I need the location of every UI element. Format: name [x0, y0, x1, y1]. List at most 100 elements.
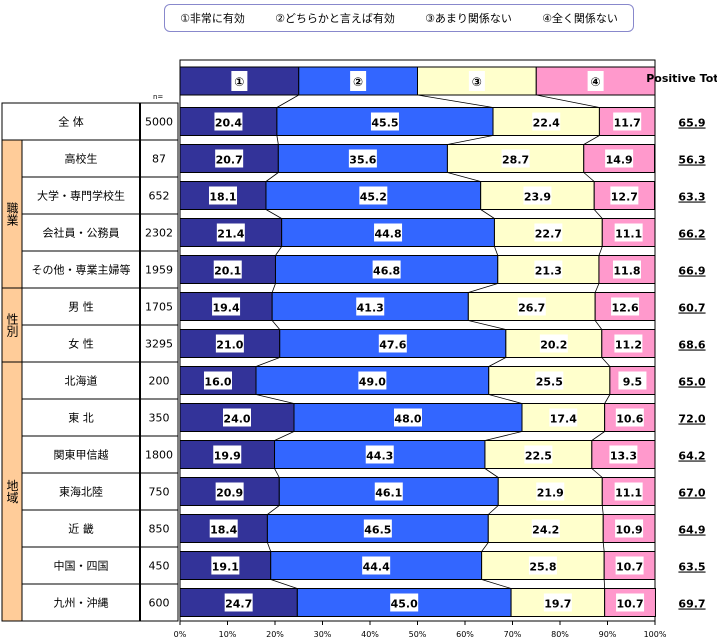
connector-line: [271, 283, 276, 293]
connector-line: [255, 394, 295, 404]
row-label: その他・専業主婦等: [32, 263, 131, 277]
value-label-bg: [614, 334, 643, 353]
connector-line: [481, 542, 489, 552]
value-label: 20.2: [540, 339, 567, 352]
value-label: 18.1: [209, 191, 236, 204]
header-marker-bg: [231, 71, 248, 91]
n-label: n=: [153, 93, 163, 101]
positive-total-value: 65.0: [678, 376, 705, 389]
value-label-bg: [532, 112, 561, 131]
value-label-bg: [348, 149, 377, 168]
connector-line: [468, 283, 498, 293]
row-n: 350: [149, 412, 170, 425]
value-label-bg: [378, 334, 407, 353]
positive-total-value: 72.0: [678, 413, 705, 426]
row-label: 九州・沖縄: [54, 596, 109, 610]
value-label-bg: [208, 186, 237, 205]
connector-line: [604, 394, 611, 404]
value-label-bg: [615, 556, 644, 575]
value-label-bg: [614, 223, 643, 242]
connector-line: [267, 505, 280, 515]
connector-line: [594, 320, 603, 330]
row-label: 中国・四国: [54, 560, 109, 573]
x-tick-label: 30%: [314, 630, 332, 639]
connector-line: [271, 320, 281, 330]
value-label: 44.3: [366, 450, 393, 463]
value-label-bg: [534, 223, 563, 242]
value-label: 10.6: [616, 413, 643, 426]
connector-line: [468, 320, 506, 330]
value-label: 47.6: [379, 339, 406, 352]
positive-total-value: 60.7: [678, 302, 705, 315]
value-label: 44.4: [363, 561, 390, 574]
value-label-bg: [605, 149, 634, 168]
value-label: 13.3: [610, 450, 637, 463]
value-label: 11.7: [614, 117, 641, 130]
value-label: 21.4: [217, 228, 244, 241]
value-label: 9.5: [623, 376, 643, 389]
positive-total-header: Positive Total: [646, 72, 717, 85]
value-label: 12.7: [611, 191, 638, 204]
connector-line: [591, 468, 603, 478]
value-label-bg: [611, 297, 640, 316]
value-label-bg: [204, 371, 232, 390]
connector-line: [494, 246, 499, 256]
value-label-bg: [213, 445, 242, 464]
value-label: 16.0: [204, 376, 231, 389]
legend-item-3: ③あまり関係ない: [425, 12, 512, 25]
value-label-bg: [610, 186, 639, 205]
value-label: 25.8: [529, 561, 556, 574]
value-label: 20.7: [216, 154, 243, 167]
bar-segment: [179, 329, 281, 358]
positive-total-value: 64.2: [678, 450, 705, 463]
value-label-bg: [213, 260, 242, 279]
connector-line: [598, 246, 603, 256]
connector-line: [276, 135, 279, 145]
bar-segment: [609, 366, 656, 395]
positive-total-value: 65.9: [678, 117, 705, 130]
value-label: 46.5: [364, 524, 391, 537]
connector-line: [583, 172, 595, 182]
value-label-bg: [523, 186, 552, 205]
value-label: 46.8: [373, 265, 400, 278]
value-label-bg: [362, 556, 391, 575]
group-label: 職業: [5, 202, 19, 226]
connector-line: [480, 209, 495, 219]
row-n: 1800: [145, 449, 173, 462]
positive-total-value: 66.2: [678, 228, 705, 241]
row-n: 750: [149, 486, 170, 499]
value-label: 22.5: [525, 450, 552, 463]
positive-total-value: 64.9: [678, 524, 705, 537]
value-label: 45.0: [391, 598, 418, 611]
value-label: 19.1: [212, 561, 239, 574]
x-tick-label: 100%: [644, 630, 667, 639]
value-label: 35.6: [349, 154, 376, 167]
value-label-bg: [528, 556, 557, 575]
positive-total-value: 63.3: [678, 191, 705, 204]
value-label: 41.3: [357, 302, 384, 315]
value-label: 20.4: [215, 117, 242, 130]
connector-line: [601, 505, 604, 515]
connector-line: [601, 357, 611, 367]
value-label-bg: [215, 482, 244, 501]
x-tick-label: 10%: [219, 630, 237, 639]
header-marker: ④: [591, 75, 601, 89]
value-label-bg: [358, 371, 387, 390]
connector-line: [265, 209, 282, 219]
value-label: 12.6: [612, 302, 639, 315]
value-label-bg: [363, 519, 392, 538]
value-label: 10.7: [616, 561, 643, 574]
value-label-bg: [612, 260, 641, 279]
connector-line: [591, 431, 605, 441]
value-label-bg: [517, 297, 546, 316]
header-marker: ③: [472, 75, 482, 89]
connector-line: [255, 357, 280, 367]
positive-total-value: 56.3: [678, 154, 705, 167]
connector-line: [583, 135, 600, 145]
value-label-bg: [374, 482, 403, 501]
value-label: 14.9: [606, 154, 633, 167]
header-marker-bg: [350, 71, 367, 91]
connector-line: [275, 246, 282, 256]
connector-line: [447, 172, 481, 182]
value-label: 24.0: [223, 413, 250, 426]
